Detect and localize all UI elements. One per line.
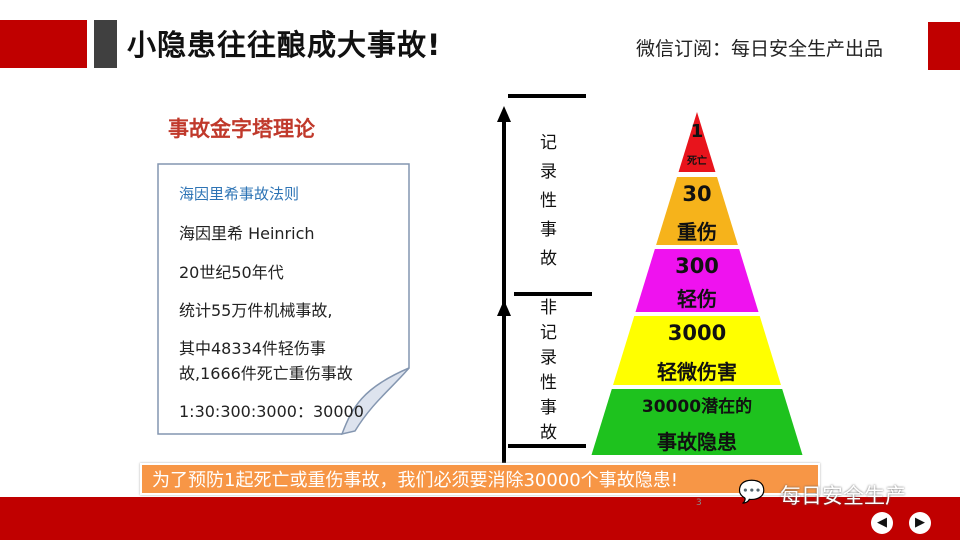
pyramid-label: 轻微伤害 <box>657 360 737 384</box>
note-line: 海因里希 Heinrich <box>179 224 315 243</box>
pyramid-label: 死亡 <box>687 154 707 167</box>
pyramid-label: 重伤 <box>677 220 717 244</box>
note-line: 1:30:300:3000：30000 <box>179 402 364 421</box>
note-line: 统计55万件机械事故, <box>179 301 333 320</box>
unrecorded-accidents-label: 非记录性事故 <box>536 298 556 448</box>
recorded-accidents-label: 记录性事故 <box>536 133 556 278</box>
note-line: 其中48334件轻伤事 <box>179 339 326 358</box>
header-red-bar <box>0 20 87 68</box>
pyramid-layer <box>591 389 803 455</box>
pyramid-number: 3000 <box>668 321 726 345</box>
note-card: 海因里希事故法则 海因里希 Heinrich 20世纪50年代 统计55万件机械… <box>157 163 410 436</box>
pyramid-layer <box>613 316 781 385</box>
subtitle: 微信订阅：每日安全生产出品 <box>636 38 884 60</box>
watermark: 每日安全生产 <box>780 484 906 508</box>
wechat-icon: 💬 <box>738 480 766 505</box>
header-right-block <box>928 22 960 70</box>
page-title: 小隐患往往酿成大事故! <box>127 28 442 62</box>
note-paper-shape <box>157 163 410 436</box>
pyramid-number: 1 <box>691 121 704 142</box>
pyramid-number: 30000潜在的 <box>642 396 752 417</box>
note-line: 故,1666件死亡重伤事故 <box>179 364 353 383</box>
theory-title: 事故金字塔理论 <box>168 116 315 141</box>
header-gray-bar <box>94 20 117 68</box>
prev-slide-button[interactable]: ◀ <box>871 512 893 534</box>
pyramid-label: 轻伤 <box>677 287 717 311</box>
note-heading: 海因里希事故法则 <box>179 185 300 203</box>
pyramid-layer <box>656 177 738 245</box>
pyramid-number: 30 <box>682 182 711 206</box>
conclusion-banner: 为了预防1起死亡或重伤事故，我们必须要消除30000个事故隐患! <box>140 463 820 495</box>
pyramid-layer <box>678 112 716 172</box>
pyramid-layer <box>635 249 759 312</box>
pyramid-label: 事故隐患 <box>657 430 737 454</box>
next-slide-button[interactable]: ▶ <box>909 512 931 534</box>
note-line: 20世纪50年代 <box>179 263 284 282</box>
pyramid-number: 300 <box>675 254 719 278</box>
arrow-up-icon <box>497 300 511 316</box>
page-number: 3 <box>696 498 702 508</box>
arrow-up-icon <box>497 106 511 122</box>
footer-band <box>0 497 960 540</box>
